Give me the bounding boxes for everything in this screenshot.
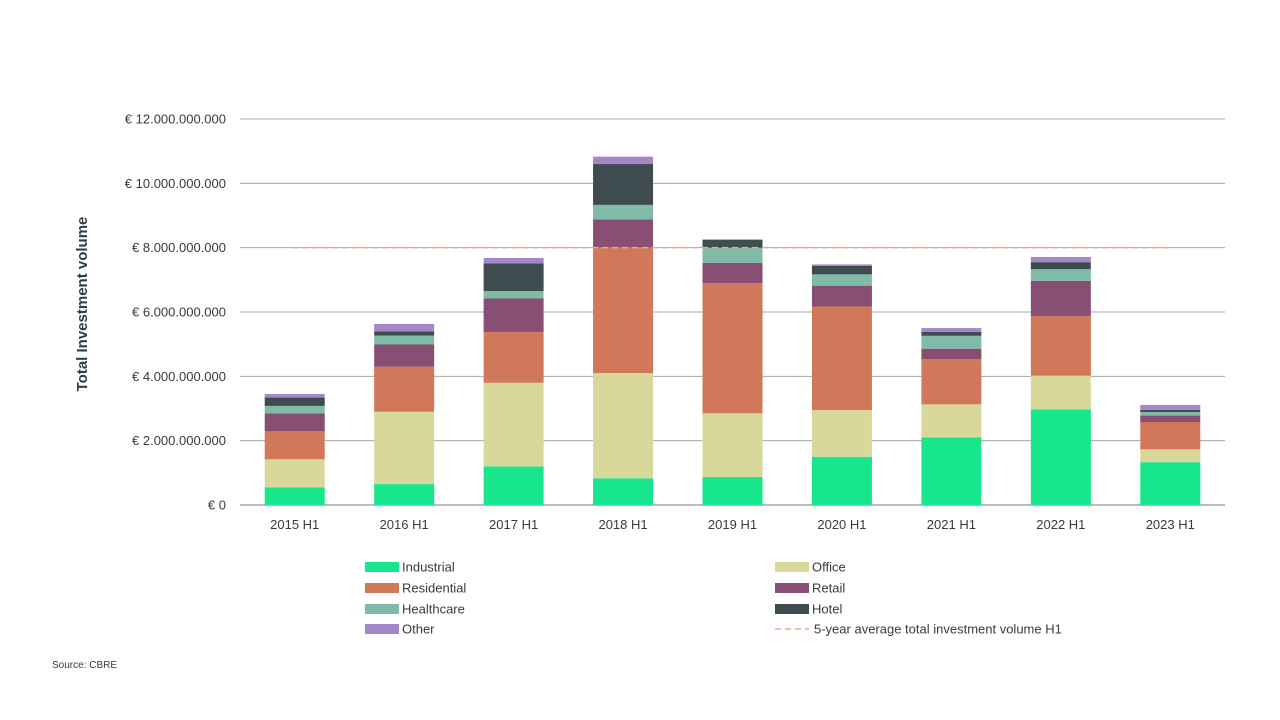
bar-segment-office bbox=[483, 382, 544, 467]
y-tick-label: € 4.000.000.000 bbox=[132, 369, 226, 384]
bars-layer bbox=[264, 156, 1201, 505]
x-tick-label: 2022 H1 bbox=[1036, 517, 1085, 532]
bar-segment-office bbox=[1140, 449, 1201, 463]
bar-segment-office bbox=[1030, 375, 1091, 410]
bar-segment-retail bbox=[593, 219, 654, 248]
bar-segment-industrial bbox=[921, 437, 982, 505]
bar-segment-hotel bbox=[811, 266, 872, 275]
bar-segment-residential bbox=[1030, 316, 1091, 376]
bar-segment-industrial bbox=[1140, 462, 1201, 505]
bar-segment-hotel bbox=[264, 397, 325, 406]
y-tick-label: € 6.000.000.000 bbox=[132, 305, 226, 320]
bar-segment-hotel bbox=[593, 164, 654, 205]
x-tick-label: 2021 H1 bbox=[927, 517, 976, 532]
bar-segment-retail bbox=[702, 262, 763, 284]
legend-label: Residential bbox=[402, 581, 466, 596]
y-tick-label: € 2.000.000.000 bbox=[132, 433, 226, 448]
bar-segment-other bbox=[374, 323, 435, 332]
legend-label: Retail bbox=[812, 581, 845, 596]
legend-label: 5-year average total investment volume H… bbox=[814, 622, 1062, 637]
bar-segment-office bbox=[264, 459, 325, 488]
x-tick-label: 2020 H1 bbox=[817, 517, 866, 532]
legend-swatch bbox=[365, 604, 399, 614]
legend-label: Office bbox=[812, 560, 846, 575]
bar-segment-residential bbox=[593, 247, 654, 374]
x-tick-label: 2019 H1 bbox=[708, 517, 757, 532]
bar-segment-other bbox=[811, 264, 872, 267]
bar-segment-other bbox=[1030, 256, 1091, 263]
legend-swatch bbox=[365, 562, 399, 572]
bar-segment-residential bbox=[921, 359, 982, 405]
y-tick-label: € 10.000.000.000 bbox=[125, 176, 226, 191]
legend-swatch bbox=[365, 583, 399, 593]
bar-segment-industrial bbox=[483, 466, 544, 505]
bar-segment-retail bbox=[1140, 415, 1201, 423]
bar-segment-hotel bbox=[921, 331, 982, 336]
bar-segment-other bbox=[1140, 404, 1201, 410]
bar-segment-industrial bbox=[593, 478, 654, 505]
bar-segment-residential bbox=[702, 283, 763, 414]
bar-segment-industrial bbox=[264, 487, 325, 505]
bar-segment-residential bbox=[1140, 422, 1201, 450]
bar-segment-healthcare bbox=[264, 405, 325, 414]
bar-segment-healthcare bbox=[811, 274, 872, 286]
bar-segment-office bbox=[593, 373, 654, 479]
bar-segment-hotel bbox=[374, 331, 435, 336]
bar-segment-retail bbox=[1030, 280, 1091, 317]
bar-segment-office bbox=[921, 404, 982, 438]
legend-swatch bbox=[775, 604, 809, 614]
bar-segment-hotel bbox=[1030, 262, 1091, 270]
legend-swatch bbox=[775, 583, 809, 593]
legend-label: Other bbox=[402, 622, 435, 637]
x-tick-label: 2023 H1 bbox=[1146, 517, 1195, 532]
bar-segment-residential bbox=[264, 431, 325, 460]
bar-segment-office bbox=[702, 413, 763, 478]
bar-segment-other bbox=[483, 257, 544, 264]
y-axis-title: Total Investment volume bbox=[74, 217, 91, 392]
bar-segment-retail bbox=[483, 298, 544, 332]
bar-segment-healthcare bbox=[483, 291, 544, 299]
x-tick-label: 2017 H1 bbox=[489, 517, 538, 532]
y-tick-label: € 8.000.000.000 bbox=[132, 240, 226, 255]
legend-label: Hotel bbox=[812, 602, 842, 617]
bar-segment-healthcare bbox=[593, 204, 654, 220]
bar-segment-industrial bbox=[811, 456, 872, 505]
legend-label: Industrial bbox=[402, 560, 455, 575]
x-tick-label: 2018 H1 bbox=[598, 517, 647, 532]
bar-segment-hotel bbox=[483, 263, 544, 292]
bar-segment-other bbox=[593, 156, 654, 165]
bar-segment-industrial bbox=[1030, 409, 1091, 505]
bar-segment-healthcare bbox=[374, 335, 435, 345]
bar-segment-other bbox=[921, 328, 982, 332]
bar-segment-healthcare bbox=[702, 247, 763, 263]
bar-segment-residential bbox=[374, 366, 435, 412]
bar-segment-residential bbox=[811, 306, 872, 411]
bar-segment-other bbox=[264, 394, 325, 398]
bar-segment-residential bbox=[483, 331, 544, 383]
x-tick-label: 2016 H1 bbox=[380, 517, 429, 532]
bar-segment-hotel bbox=[702, 239, 763, 248]
bar-segment-healthcare bbox=[921, 335, 982, 349]
bar-segment-industrial bbox=[702, 477, 763, 505]
x-tick-label: 2015 H1 bbox=[270, 517, 319, 532]
bar-segment-hotel bbox=[1140, 409, 1201, 413]
bar-segment-office bbox=[374, 411, 435, 485]
source-note: Source: CBRE bbox=[52, 660, 118, 671]
bar-segment-retail bbox=[264, 413, 325, 432]
bar-segment-retail bbox=[811, 285, 872, 307]
legend-swatch bbox=[365, 624, 399, 634]
bar-segment-retail bbox=[921, 348, 982, 360]
y-tick-label: € 12.000.000.000 bbox=[125, 112, 226, 127]
axis-layer: € 0 € 2.000.000.000 € 4.000.000.000 € 6.000… bbox=[125, 112, 1195, 533]
legend: Industrial Office Residential Retail Healthc… bbox=[365, 560, 1062, 637]
y-tick-label: € 0 bbox=[208, 498, 226, 513]
bar-segment-office bbox=[811, 410, 872, 457]
legend-label: Healthcare bbox=[402, 602, 465, 617]
bar-segment-industrial bbox=[374, 484, 435, 505]
bar-segment-healthcare bbox=[1030, 269, 1091, 281]
bar-segment-healthcare bbox=[1140, 412, 1201, 416]
bar-segment-retail bbox=[374, 344, 435, 367]
legend-swatch bbox=[775, 562, 809, 572]
